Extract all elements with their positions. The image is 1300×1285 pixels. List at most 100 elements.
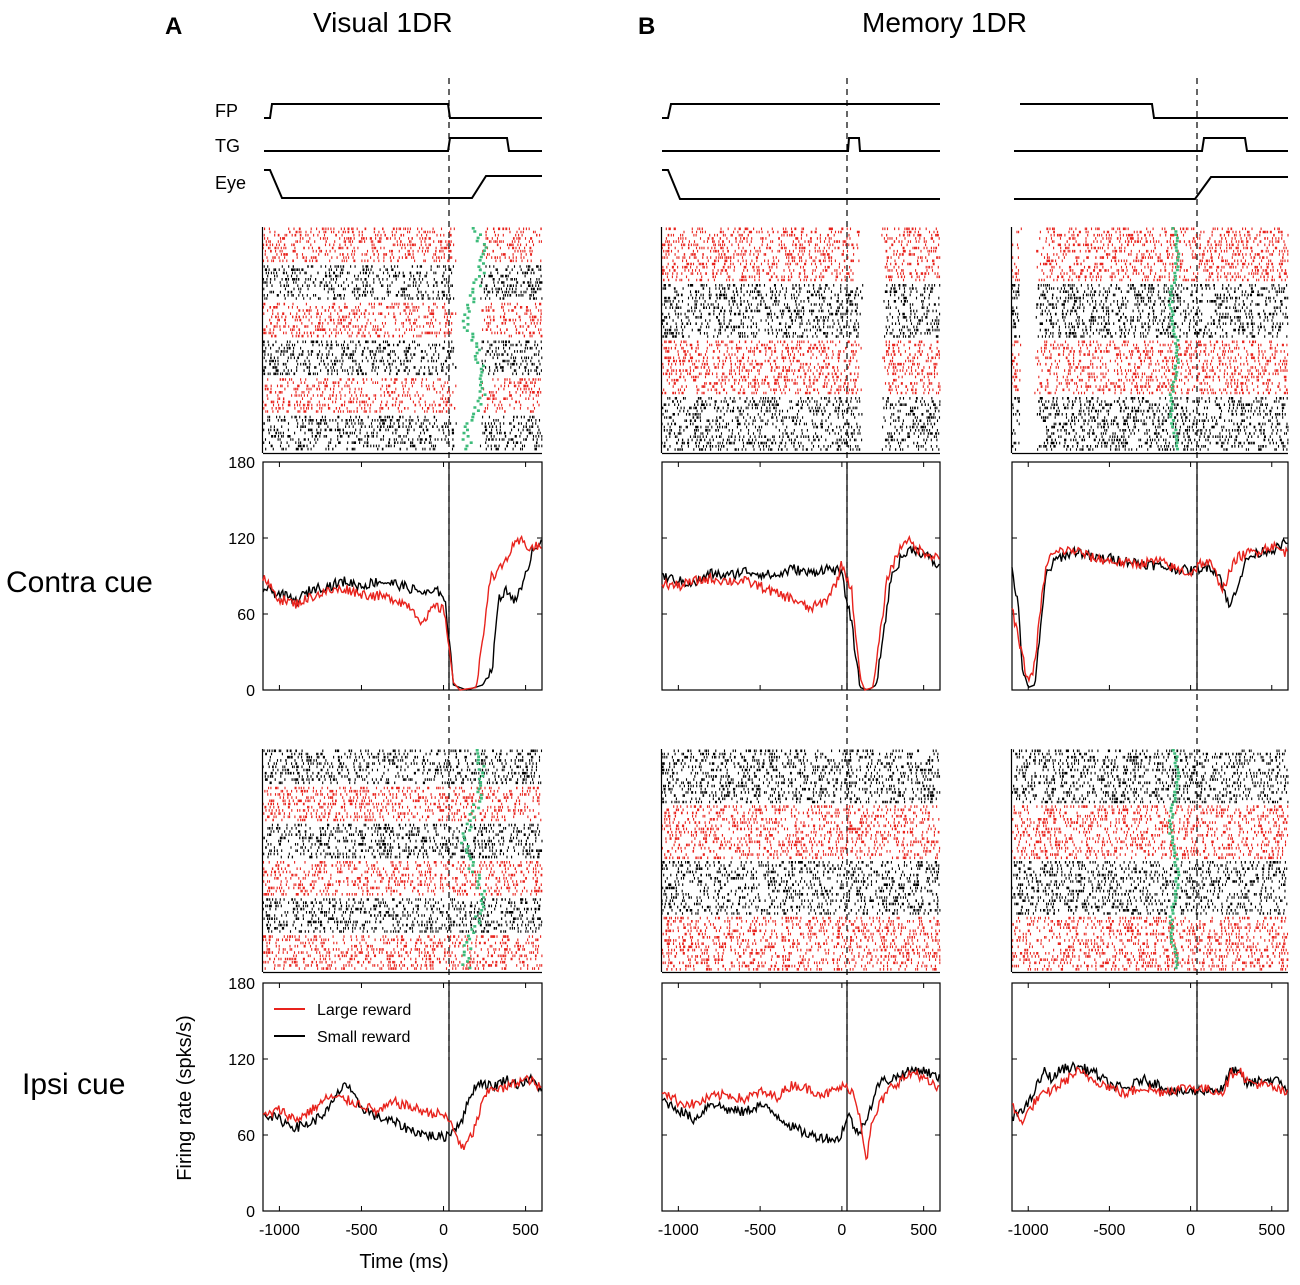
- x-tick-label: 0: [439, 1222, 448, 1239]
- x-tick-label: 500: [1258, 1222, 1285, 1239]
- psth-contra-col1: 0 60 120 180: [228, 455, 543, 700]
- series-line-small: [1011, 1061, 1288, 1122]
- raster-band: [263, 415, 543, 451]
- raster-contra-col2: [660, 227, 941, 455]
- series-line-large: [262, 1074, 542, 1150]
- event-traces: [264, 103, 1288, 200]
- series-line-large: [661, 534, 940, 691]
- x-tick-label: 500: [910, 1222, 937, 1239]
- raster-band: [661, 861, 941, 915]
- series-line-large: [661, 1068, 940, 1161]
- eye-trace-col2: [662, 169, 940, 200]
- fp-trace-col1: [264, 103, 542, 119]
- legend-label-large: Large reward: [317, 1002, 411, 1019]
- raster-band: [262, 935, 543, 970]
- raster-plots: [261, 227, 1289, 974]
- tg-trace-col2: [662, 137, 940, 152]
- psth-frame: [661, 982, 941, 1212]
- saccade-markers: [1168, 227, 1181, 451]
- psth-frame: [262, 982, 543, 1212]
- x-axis-label: Time (ms): [359, 1251, 448, 1273]
- raster-band: [661, 340, 941, 395]
- raster-ipsi-col3: [1010, 749, 1289, 974]
- raster-band: [262, 786, 542, 822]
- raster-band: [1011, 805, 1289, 860]
- raster-contra-col3: [1010, 227, 1289, 455]
- saccade-markers: [461, 227, 488, 451]
- psth-ipsi-col3: -1000 -500 0 500: [1008, 982, 1289, 1239]
- raster-band: [262, 749, 543, 785]
- series-line-large: [1011, 540, 1289, 684]
- x-tick-label: -500: [345, 1222, 377, 1239]
- raster-band: [1011, 861, 1288, 915]
- y-axis-label: Firing rate (spks/s): [174, 1015, 196, 1181]
- x-tick-label: -1000: [259, 1222, 300, 1239]
- raster-band: [262, 378, 542, 413]
- row-label-ipsi: Ipsi cue: [22, 1068, 125, 1101]
- y-tick-label: 0: [246, 1204, 255, 1221]
- x-tick-label: 500: [512, 1222, 539, 1239]
- event-label-fp: FP: [215, 101, 238, 121]
- raster-band: [1011, 227, 1289, 282]
- raster-band: [262, 227, 542, 263]
- raster-band: [1011, 340, 1289, 395]
- raster-band: [661, 397, 941, 451]
- psth-ipsi-col1: 0 60 120 180 -1000 -500 0 500: [228, 976, 543, 1239]
- series-line-small: [262, 539, 542, 691]
- raster-band: [262, 898, 543, 933]
- psth-ipsi-col2: -1000 -500 0 500: [658, 982, 941, 1239]
- y-tick-label: 120: [228, 531, 255, 548]
- y-tick-label: 60: [237, 1128, 255, 1145]
- fp-trace-col3: [1020, 103, 1288, 119]
- panel-b-title: Memory 1DR: [862, 7, 1027, 38]
- psth-frame: [1011, 982, 1289, 1212]
- y-tick-label: 180: [228, 976, 255, 993]
- tg-trace-col3: [1014, 137, 1288, 152]
- raster-band: [262, 861, 543, 896]
- x-tick-label: 0: [1186, 1222, 1195, 1239]
- x-tick-label: -500: [744, 1222, 776, 1239]
- raster-contra-col1: [261, 227, 543, 455]
- y-tick-label: 120: [228, 1052, 255, 1069]
- raster-ipsi-col2: [660, 749, 941, 974]
- raster-band: [1011, 749, 1289, 804]
- x-tick-label: 0: [837, 1222, 846, 1239]
- row-label-contra: Contra cue: [6, 566, 153, 599]
- raster-band: [263, 823, 543, 859]
- series-line-large: [1012, 1066, 1289, 1126]
- panel-a-title: Visual 1DR: [313, 7, 453, 38]
- psth-frame: [1011, 461, 1289, 691]
- eye-trace-col3: [1014, 176, 1288, 200]
- raster-band: [262, 302, 543, 338]
- series-line-large: [262, 534, 542, 691]
- saccade-markers: [1168, 749, 1181, 970]
- series-line-small: [661, 545, 940, 691]
- raster-band: [1011, 916, 1289, 971]
- psth-panels: 0 60 120 180 0 60 120 180 -1000 -500 0 500 -1000 -500…: [228, 455, 1289, 1239]
- x-tick-label: -500: [1093, 1222, 1125, 1239]
- psth-contra-col2: [661, 461, 941, 691]
- y-tick-label: 60: [237, 607, 255, 624]
- x-tick-label: -1000: [658, 1222, 699, 1239]
- raster-band: [262, 340, 543, 376]
- alignment-lines: [448, 78, 1198, 1060]
- raster-band: [1011, 397, 1289, 451]
- psth-contra-col3: [1011, 461, 1289, 691]
- panel-a-letter: A: [165, 13, 182, 40]
- legend-label-small: Small reward: [317, 1029, 410, 1046]
- raster-band: [1011, 284, 1289, 338]
- series-line-small: [661, 1065, 940, 1144]
- psth-frame: [661, 461, 941, 691]
- raster-band: [661, 749, 941, 804]
- x-tick-label: -1000: [1008, 1222, 1049, 1239]
- eye-trace-col1: [264, 169, 542, 199]
- y-tick-label: 0: [246, 683, 255, 700]
- raster-band: [661, 805, 941, 860]
- series-line-small: [262, 1072, 542, 1143]
- raster-ipsi-col1: [261, 749, 543, 974]
- psth-frame: [262, 461, 543, 691]
- y-tick-label: 180: [228, 455, 255, 472]
- raster-band: [262, 265, 543, 300]
- raster-band: [661, 227, 941, 282]
